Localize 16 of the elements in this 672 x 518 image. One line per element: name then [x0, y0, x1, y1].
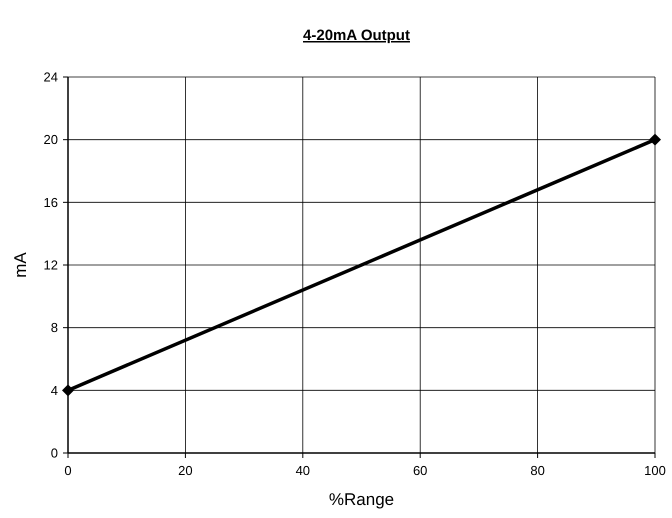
x-tick-label: 20 [178, 463, 193, 478]
x-tick-label: 100 [644, 463, 666, 478]
y-tick-label: 8 [50, 320, 58, 336]
y-tick-label: 4 [50, 382, 58, 398]
y-tick-label: 20 [44, 132, 58, 148]
y-axis-title: mA [11, 252, 30, 278]
x-tick-label: 0 [64, 463, 72, 478]
x-tick-label: 40 [296, 463, 310, 478]
y-tick-label: 24 [44, 70, 58, 84]
y-tick-label: 16 [44, 194, 58, 210]
chart-title: 4-20mA Output [303, 27, 410, 44]
x-axis-title: %Range [328, 490, 394, 509]
x-tick-label: 60 [412, 463, 428, 478]
y-tick-label: 0 [50, 446, 58, 460]
y-tick-label: 12 [44, 258, 58, 272]
x-tick-label: 80 [530, 463, 545, 478]
